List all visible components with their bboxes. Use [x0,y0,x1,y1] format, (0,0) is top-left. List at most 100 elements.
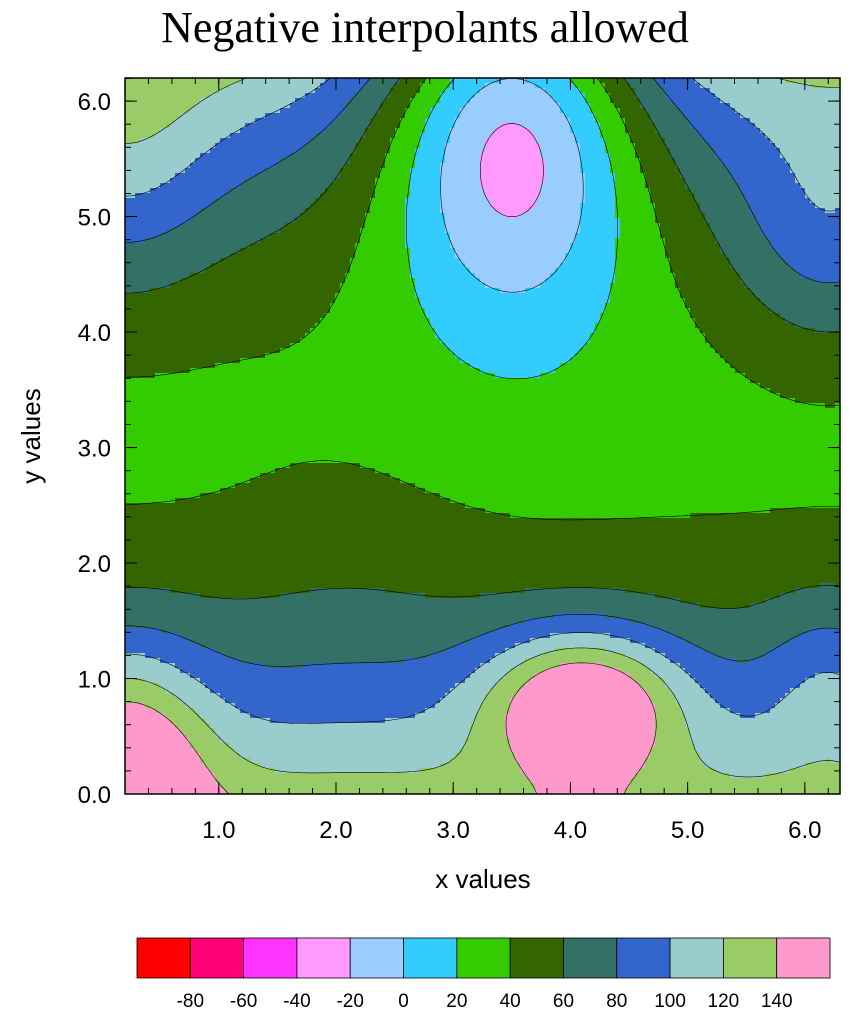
contour-fill [510,623,651,629]
contour-fill [305,663,481,669]
contour-fill [615,253,666,259]
contour-fill [770,308,840,314]
contour-fill [615,273,676,279]
contour-fill [270,718,386,724]
contour-line [125,78,840,521]
contour-fill [325,78,371,84]
contour-fill [510,703,656,709]
contour-fill [730,773,766,779]
contour-fill [125,333,306,339]
contour-fill [125,508,486,514]
contour-fill [620,113,651,119]
contour-fill [605,308,691,314]
contour-fill [725,253,781,259]
contour-fill [455,353,576,359]
contour-fill [570,243,616,249]
contour-fill [780,153,840,159]
contour-fill [205,683,456,689]
contour-fill [380,103,411,109]
contour-fill [450,83,486,89]
contour-fill [815,673,840,679]
contour-fill [500,678,531,684]
contour-fill [545,168,581,174]
contour-fill [125,363,216,369]
contour-fill [570,118,596,124]
contour-fill [510,738,656,744]
contour-fill [245,123,331,129]
contour-fill [660,233,716,239]
contour-fill [125,588,171,594]
contour-fill [125,403,826,409]
contour-fill [280,108,346,114]
contour-fill [125,133,156,139]
contour-fill [465,738,511,744]
contour-fill [620,228,661,234]
contour-fill [480,183,541,189]
contour-fill [485,143,541,149]
contour-fill [160,183,241,189]
contour-fill [380,168,411,174]
contour-fill [610,153,636,159]
contour-fill [220,488,426,494]
contour-fill [275,468,376,474]
contour-fill [680,108,736,114]
contour-fill [125,558,840,564]
contour-fill [420,303,606,309]
contour-fill [125,203,211,209]
contour-fill [470,673,506,679]
contour-fill [810,628,840,634]
contour-fill [530,778,631,784]
contour-fill [685,723,840,729]
contour-fill [525,618,631,624]
contour-fill [180,278,346,284]
contour-fill [390,88,421,94]
contour-fill [520,763,646,769]
contour-fill [125,658,161,664]
contour-fill [685,713,741,719]
contour-fill [370,203,406,209]
contour-fill [665,93,716,99]
contour-fill [685,638,791,644]
colorbar-swatch [403,937,458,979]
contour-fill [635,773,731,779]
contour-fill [125,493,201,499]
y-tick-label: 0.0 [78,782,111,809]
contour-fill [220,738,466,744]
contour-fill [450,233,576,239]
contour-fill [770,708,840,714]
contour-fill [645,178,686,184]
contour-fill [200,593,281,599]
contour-fill [250,758,451,764]
contour-fill [405,208,441,214]
contour-fill [665,653,716,659]
contour-fill [690,738,840,744]
contour-fill [400,478,840,484]
contour-fill [425,118,456,124]
contour-fill [760,298,840,304]
contour-fill [640,103,676,109]
contour-fill [485,693,516,699]
contour-fill [190,738,221,744]
contour-fill [125,443,840,449]
contour-fill [830,758,840,764]
contour-fill [545,668,621,674]
contour-fill [630,83,661,89]
contour-fill [770,238,840,244]
y-tick-label: 2.0 [78,551,111,578]
contour-fill [455,253,566,259]
contour-fill [480,593,656,599]
contour-fill [200,153,291,159]
contour-fill [785,78,840,84]
contour-fill [595,328,701,334]
contour-fill [250,243,356,249]
contour-fill [600,128,626,134]
contour-fill [170,588,311,594]
contour-fill [705,763,806,769]
contour-fill [645,643,696,649]
contour-fill [225,788,536,794]
contour-fill [780,393,840,399]
contour-fill [215,363,471,369]
contour-fill [735,268,796,274]
contour-fill [340,288,416,294]
contour-fill [490,688,521,694]
